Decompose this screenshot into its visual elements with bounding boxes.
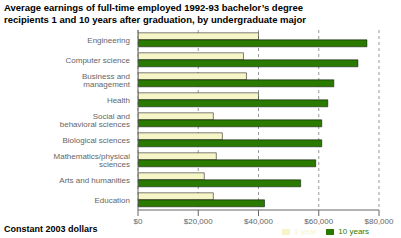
svg-text:Biological sciences: Biological sciences <box>62 136 130 145</box>
html-text:10 years: 10 years <box>338 227 369 236</box>
svg-text:Social andbehavioral sciences: Social andbehavioral sciences <box>60 112 130 129</box>
svg-text:Engineering: Engineering <box>87 36 130 45</box>
html-text:Constant 2003 dollars: Constant 2003 dollars <box>4 224 98 234</box>
svg-text:$20,000: $20,000 <box>184 217 213 226</box>
svg-text:Mathematics/physicalsciences: Mathematics/physicalsciences <box>54 152 131 169</box>
svg-text:$80,000: $80,000 <box>365 217 393 226</box>
svg-text:Business andmanagement: Business andmanagement <box>82 72 131 89</box>
svg-text:$60,000: $60,000 <box>304 217 333 226</box>
svg-text:$0: $0 <box>134 217 143 226</box>
html-text:1 year: 1 year <box>294 227 317 236</box>
svg-text:Education: Education <box>94 196 130 205</box>
html-text:Average earnings of full-time: Average earnings of full-time employed 1… <box>4 2 303 13</box>
svg-text:Health: Health <box>107 96 130 105</box>
svg-text:$40,000: $40,000 <box>244 217 273 226</box>
html-text:recipients 1 and 10 years afte: recipients 1 and 10 years after graduati… <box>4 14 306 25</box>
svg-text:Computer science: Computer science <box>66 56 131 65</box>
svg-text:Arts and humanities: Arts and humanities <box>59 176 130 185</box>
